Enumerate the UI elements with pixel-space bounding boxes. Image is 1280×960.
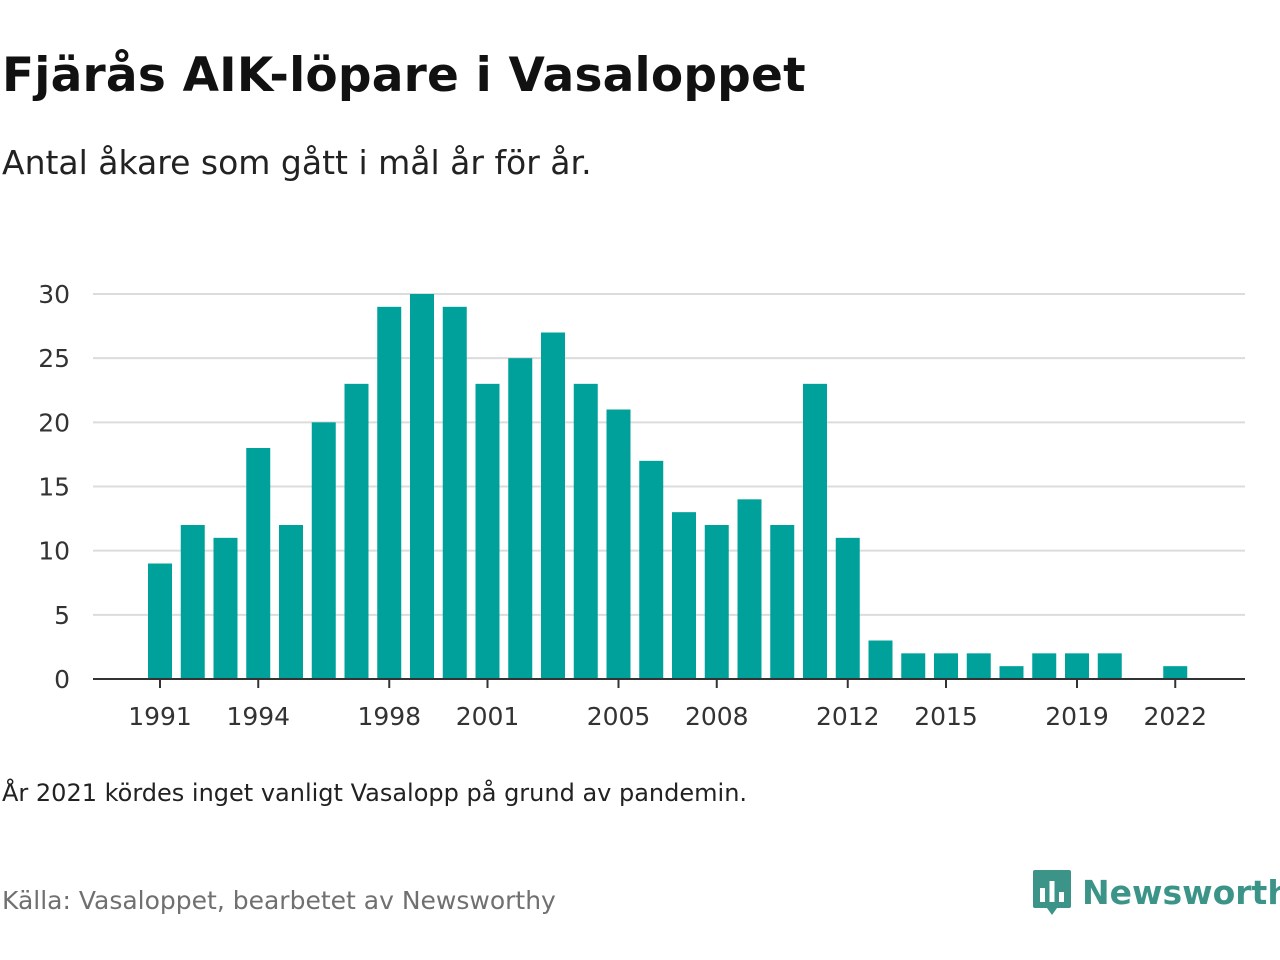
- y-tick-label: 5: [54, 601, 70, 630]
- bar-2006: [639, 460, 664, 679]
- bar-2013: [868, 640, 893, 679]
- bar-2020: [1097, 653, 1122, 679]
- y-tick-label: 15: [38, 473, 70, 502]
- bar-2016: [966, 653, 991, 679]
- y-tick-label: 10: [38, 537, 70, 566]
- bar-2001: [475, 383, 500, 679]
- bar-1996: [311, 422, 336, 679]
- x-tick-label: 2008: [685, 702, 749, 731]
- axes: 0 5 10 15 20 25 30 1991 1994 1998 2001 2005 2008 2012…: [38, 280, 1245, 731]
- bar-2003: [541, 332, 565, 679]
- bar-1995: [279, 525, 303, 679]
- bar-2011: [803, 383, 827, 679]
- x-tick-label: 2022: [1143, 702, 1207, 731]
- y-tick-label: 25: [38, 344, 70, 373]
- bar-2012: [835, 537, 860, 679]
- bar-2007: [672, 512, 696, 679]
- bar-2014: [901, 653, 926, 679]
- bar-1997: [344, 383, 369, 679]
- chart-title: Fjärås AIK-löpare i Vasaloppet: [2, 48, 806, 103]
- x-tick-label: 2019: [1045, 702, 1109, 731]
- bar-2008: [704, 525, 729, 679]
- bar-1998: [377, 306, 402, 679]
- x-tick-label: 2012: [816, 702, 880, 731]
- x-tick-label: 1991: [128, 702, 192, 731]
- source-credit: Källa: Vasaloppet, bearbetet av Newswort…: [2, 886, 556, 915]
- brand-name: Newsworthy: [1082, 872, 1280, 912]
- bar-chart: 0 5 10 15 20 25 30 1991 1994 1998 2001 2005 2008 2012…: [38, 280, 1245, 731]
- x-tick-label: 2015: [914, 702, 978, 731]
- bar-2010: [770, 525, 795, 679]
- x-tick-label: 2001: [456, 702, 520, 731]
- bar-1992: [180, 525, 205, 679]
- bar-1993: [213, 537, 238, 679]
- y-tick-label: 0: [54, 665, 70, 694]
- bar-1991: [148, 563, 172, 679]
- x-tick-label: 1998: [357, 702, 421, 731]
- bar-2002: [508, 358, 533, 679]
- x-tick-label: 1994: [226, 702, 290, 731]
- bar-2004: [573, 383, 598, 679]
- bar-2000: [442, 306, 467, 679]
- chart-subtitle: Antal åkare som gått i mål år för år.: [2, 143, 592, 182]
- bar-2017: [999, 666, 1024, 679]
- x-tick-label: 2005: [587, 702, 651, 731]
- bar-2022: [1163, 666, 1188, 679]
- bar-2009: [737, 499, 762, 679]
- y-tick-label: 30: [38, 280, 70, 309]
- y-tick-label: 20: [38, 408, 70, 437]
- bar-2015: [934, 653, 958, 679]
- bar-2018: [1032, 653, 1057, 679]
- bar-2019: [1065, 653, 1089, 679]
- bar-1999: [410, 294, 434, 679]
- bars: [148, 294, 1188, 679]
- bar-2005: [606, 409, 631, 679]
- newsworthy-brand: Newsworthy: [1032, 868, 1280, 916]
- chart-note: År 2021 kördes inget vanligt Vasalopp på…: [2, 779, 748, 807]
- newsworthy-chart-bubble-icon: [1033, 870, 1071, 915]
- bar-1994: [246, 448, 271, 679]
